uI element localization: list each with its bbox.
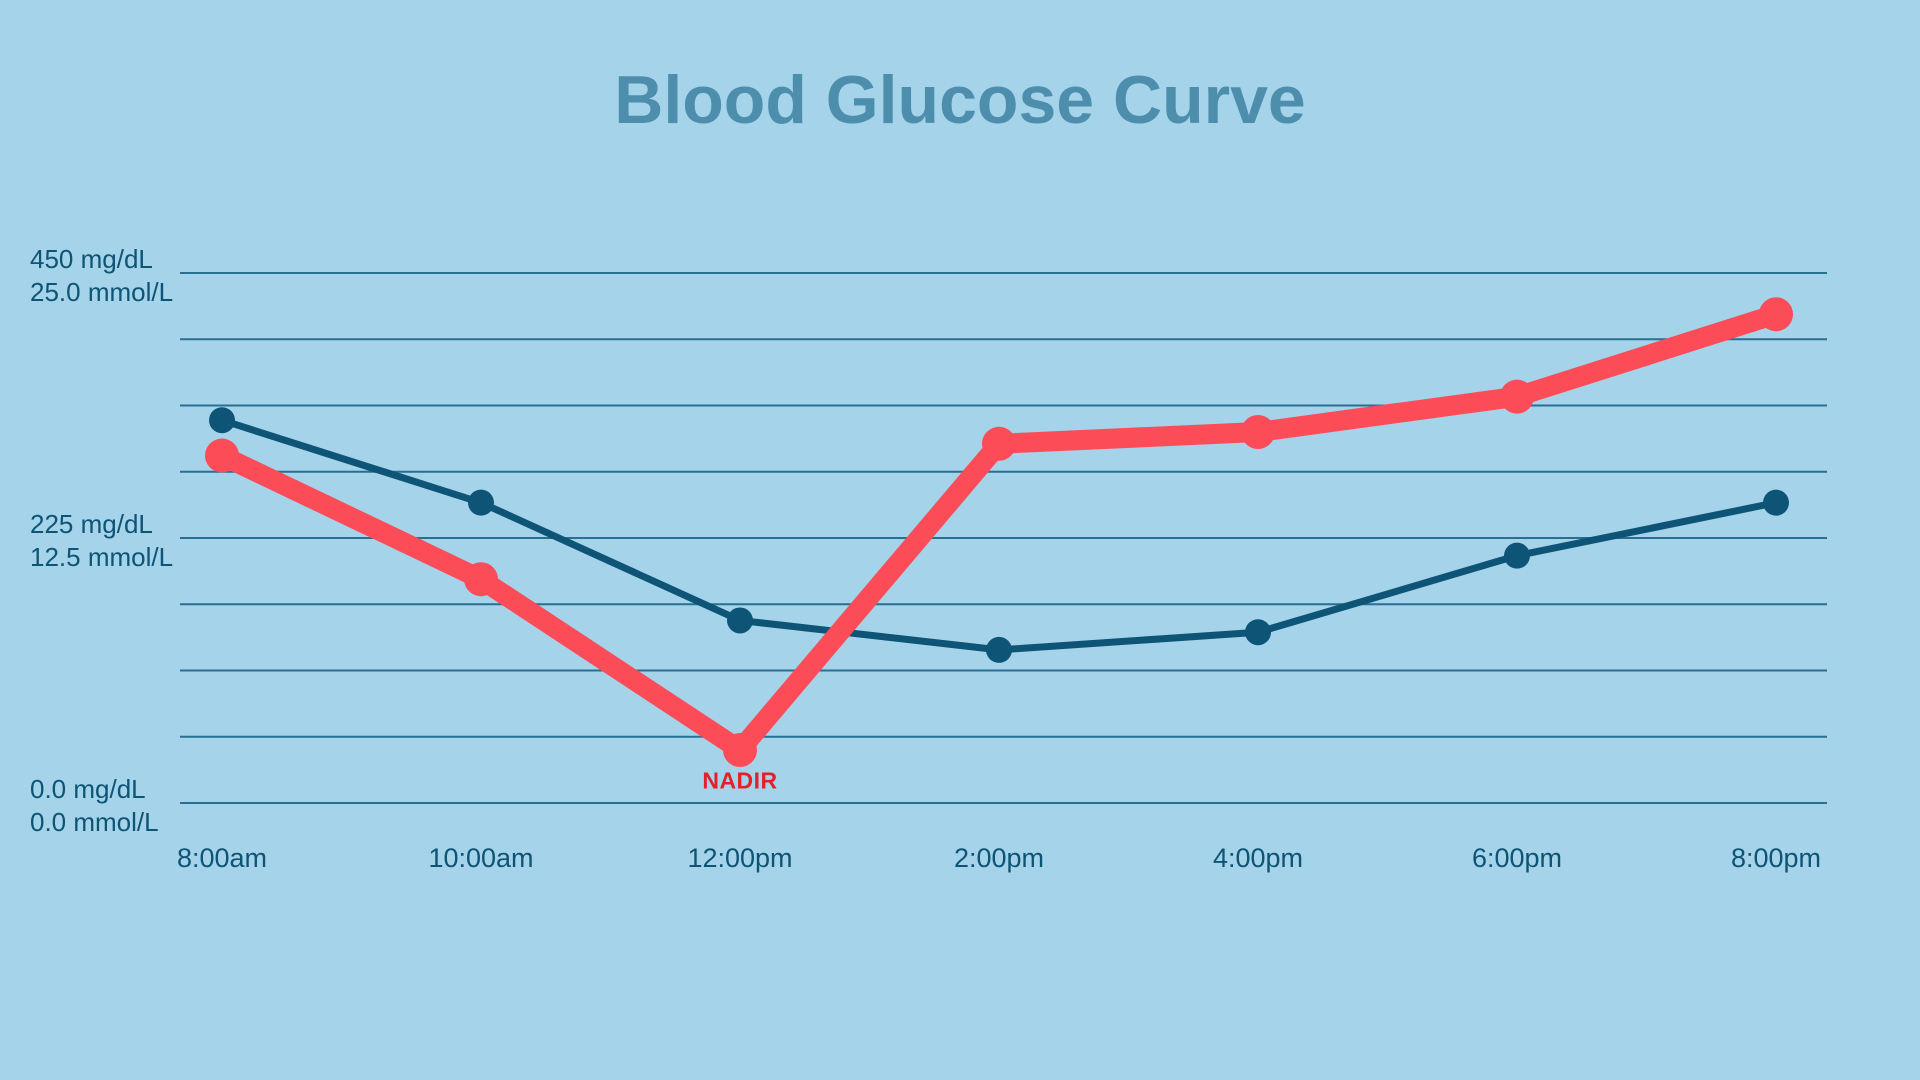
y-axis-label-mmol: 25.0 mmol/L — [30, 277, 174, 307]
teal-series-marker — [1763, 489, 1789, 516]
y-axis-label-mgdl: 0.0 mg/dL — [30, 774, 146, 804]
coral-series-marker — [1759, 297, 1793, 332]
teal-series-marker — [209, 407, 235, 434]
coral-series-marker — [982, 426, 1016, 461]
x-axis-tick-label: 4:00pm — [1212, 843, 1304, 873]
coral-series-marker — [205, 438, 239, 473]
coral-series-marker — [1500, 379, 1534, 414]
y-axis-label-mgdl: 225 mg/dL — [30, 509, 153, 539]
teal-series-marker — [1245, 619, 1271, 646]
chart-title: Blood Glucose Curve — [614, 62, 1306, 138]
x-axis-tick-label: 8:00am — [176, 843, 268, 873]
x-axis-tick-label: 2:00pm — [953, 843, 1045, 873]
coral-series-line — [212, 304, 1786, 760]
coral-series-marker — [464, 562, 498, 597]
teal-series-marker — [468, 489, 494, 516]
y-axis-label-mmol: 12.5 mmol/L — [30, 542, 174, 572]
y-axis-label-mgdl: 450 mg/dL — [30, 244, 153, 274]
y-axis-label: 225 mg/dL 12.5 mmol/L — [30, 508, 173, 574]
x-axis-tick-label: 12:00pm — [687, 843, 793, 873]
coral-series-marker — [723, 733, 757, 767]
y-axis-label-mmol: 0.0 mmol/L — [30, 807, 159, 837]
y-axis-label: 0.0 mg/dL 0.0 mmol/L — [30, 773, 159, 839]
x-axis-tick-label: 6:00pm — [1471, 843, 1563, 873]
x-axis-tick-label: 10:00am — [428, 843, 534, 873]
x-axis-tick-label: 8:00pm — [1730, 843, 1822, 873]
nadir-annotation-label: NADIR — [702, 767, 778, 794]
coral-series-marker — [1241, 415, 1275, 449]
teal-series-marker — [1504, 542, 1530, 569]
teal-series-marker — [986, 636, 1012, 663]
y-axis-label: 450 mg/dL 25.0 mmol/L — [30, 243, 173, 309]
teal-series-marker — [727, 607, 753, 634]
